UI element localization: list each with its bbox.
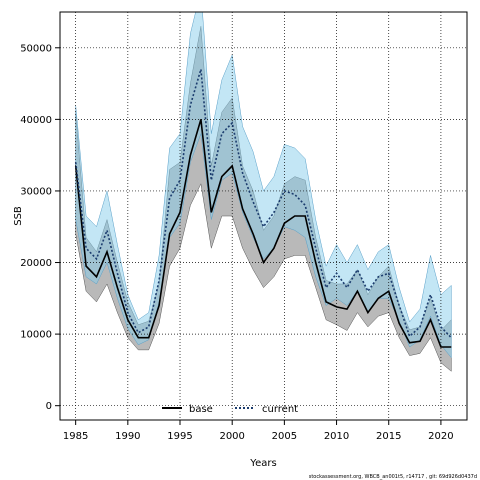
legend-base-label: base: [189, 404, 213, 415]
y-tick-label-50000: 50000: [20, 43, 52, 54]
y-tick-label-20000: 20000: [20, 258, 52, 269]
y-axis-title: SSB: [13, 206, 24, 226]
x-tick-label-2020: 2020: [428, 431, 453, 442]
x-tick-label-1990: 1990: [115, 431, 140, 442]
y-tick-label-10000: 10000: [20, 330, 52, 341]
x-tick-label-2000: 2000: [219, 431, 244, 442]
y-axis: 0 10000 20000 30000 40000 50000: [20, 43, 60, 412]
current-line: [74, 69, 452, 339]
x-tick-label-1985: 1985: [63, 431, 88, 442]
x-tick-label-2010: 2010: [324, 431, 349, 442]
grid-lines: [60, 12, 467, 420]
y-tick-label-40000: 40000: [20, 115, 52, 126]
series-lines: [74, 69, 452, 348]
x-tick-label-1995: 1995: [167, 431, 192, 442]
base-line: [74, 119, 452, 348]
current-confidence-band: [75, 12, 452, 359]
footer-credit: stockassessment.org, WBCB_an001t5, r1471…: [309, 474, 477, 480]
x-axis: 1985 1990 1995 2000 2005 2010 2015 2020: [63, 420, 454, 442]
x-tick-label-2005: 2005: [272, 431, 297, 442]
confidence-bands: [75, 12, 452, 372]
y-tick-label-0: 0: [46, 401, 52, 412]
plot-frame: [59, 11, 468, 421]
x-axis-title: Years: [249, 458, 276, 469]
x-tick-label-2015: 2015: [376, 431, 401, 442]
legend-current-label: current: [262, 404, 298, 415]
y-tick-label-30000: 30000: [20, 186, 52, 197]
legend: base current: [162, 404, 298, 415]
